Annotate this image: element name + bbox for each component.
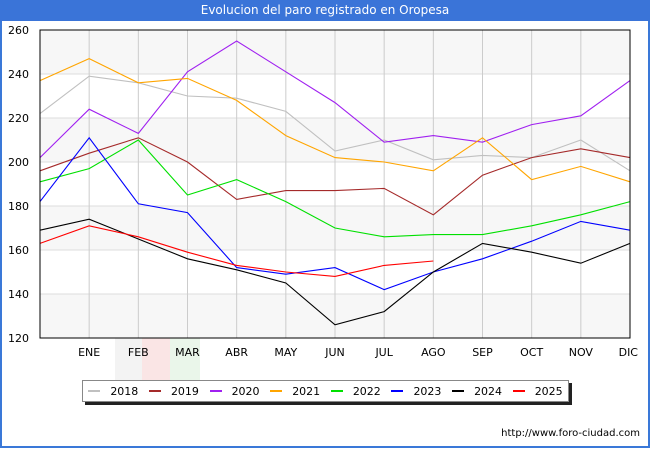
legend-swatch	[512, 390, 525, 392]
legend-label: 2021	[292, 384, 321, 398]
series-line-2024	[39, 218, 631, 326]
y-tick-label: 160	[8, 244, 29, 257]
series-line-2020	[39, 40, 631, 158]
x-tick-label: ABR	[225, 346, 248, 359]
legend-swatch	[391, 390, 404, 392]
legend-swatch	[148, 390, 161, 392]
x-tick-label: JUL	[374, 346, 393, 359]
legend-item-2023: 2023	[391, 385, 441, 398]
legend-label: 2019	[170, 384, 199, 398]
x-tick-label: FEB	[128, 346, 149, 359]
legend-item-2020: 2020	[209, 384, 260, 398]
x-tick-label: ENE	[78, 346, 100, 359]
y-tick-label: 240	[8, 68, 29, 81]
legend-label: 2022	[352, 384, 381, 398]
legend-item-2024: 2024	[452, 385, 502, 398]
legend-label: 2020	[231, 384, 260, 398]
y-tick-label: 180	[8, 200, 29, 213]
legend: 2018 2019 2020 2021 2022 2023 2024 2025	[82, 380, 569, 402]
x-tick-label: DIC	[619, 346, 639, 359]
x-tick-label: OCT	[520, 346, 543, 359]
y-tick-label: 260	[8, 24, 29, 37]
series-lines	[39, 40, 631, 326]
x-tick-label: MAR	[175, 346, 200, 359]
x-tick-label: NOV	[569, 346, 594, 359]
legend-item-2022: 2022	[330, 384, 381, 398]
y-axis-ticks: 120 140 160 180 200 220 240 260	[8, 24, 29, 345]
y-tick-label: 140	[8, 288, 29, 301]
legend-swatch	[270, 390, 283, 392]
legend-item-2025: 2025	[512, 384, 563, 398]
series-line-2022	[39, 139, 631, 238]
x-tick-label: MAY	[274, 346, 297, 359]
y-tick-label: 120	[8, 332, 29, 345]
legend-item-2018: 2018	[88, 385, 138, 398]
legend-label: 2024	[474, 384, 503, 398]
x-tick-label: JUN	[324, 346, 345, 359]
series-line-2023	[39, 136, 631, 291]
x-tick-label: AGO	[421, 346, 446, 359]
legend-item-2021: 2021	[270, 385, 320, 398]
x-axis-ticks: ENE FEB MAR ABR MAY JUN JUL AGO SEP OCT NOV DIC	[78, 346, 638, 359]
series-line-2021	[39, 57, 631, 183]
legend-item-2019: 2019	[148, 384, 199, 398]
legend-swatch	[452, 390, 465, 392]
y-tick-label: 200	[8, 156, 29, 169]
y-tick-label: 220	[8, 112, 29, 125]
legend-swatch	[330, 390, 343, 392]
legend-swatch	[88, 390, 101, 392]
series-line-2019	[39, 137, 631, 216]
legend-label: 2025	[534, 384, 563, 398]
chart-title: Evolucion del paro registrado en Oropesa	[0, 0, 650, 21]
legend-label: 2023	[413, 384, 442, 398]
series-line-2025	[39, 225, 434, 277]
legend-swatch	[209, 390, 222, 392]
plot-border	[39, 29, 631, 339]
legend-label: 2018	[110, 384, 139, 398]
x-tick-label: SEP	[472, 346, 493, 359]
footer-url[interactable]: http://www.foro-ciudad.com	[501, 428, 640, 439]
